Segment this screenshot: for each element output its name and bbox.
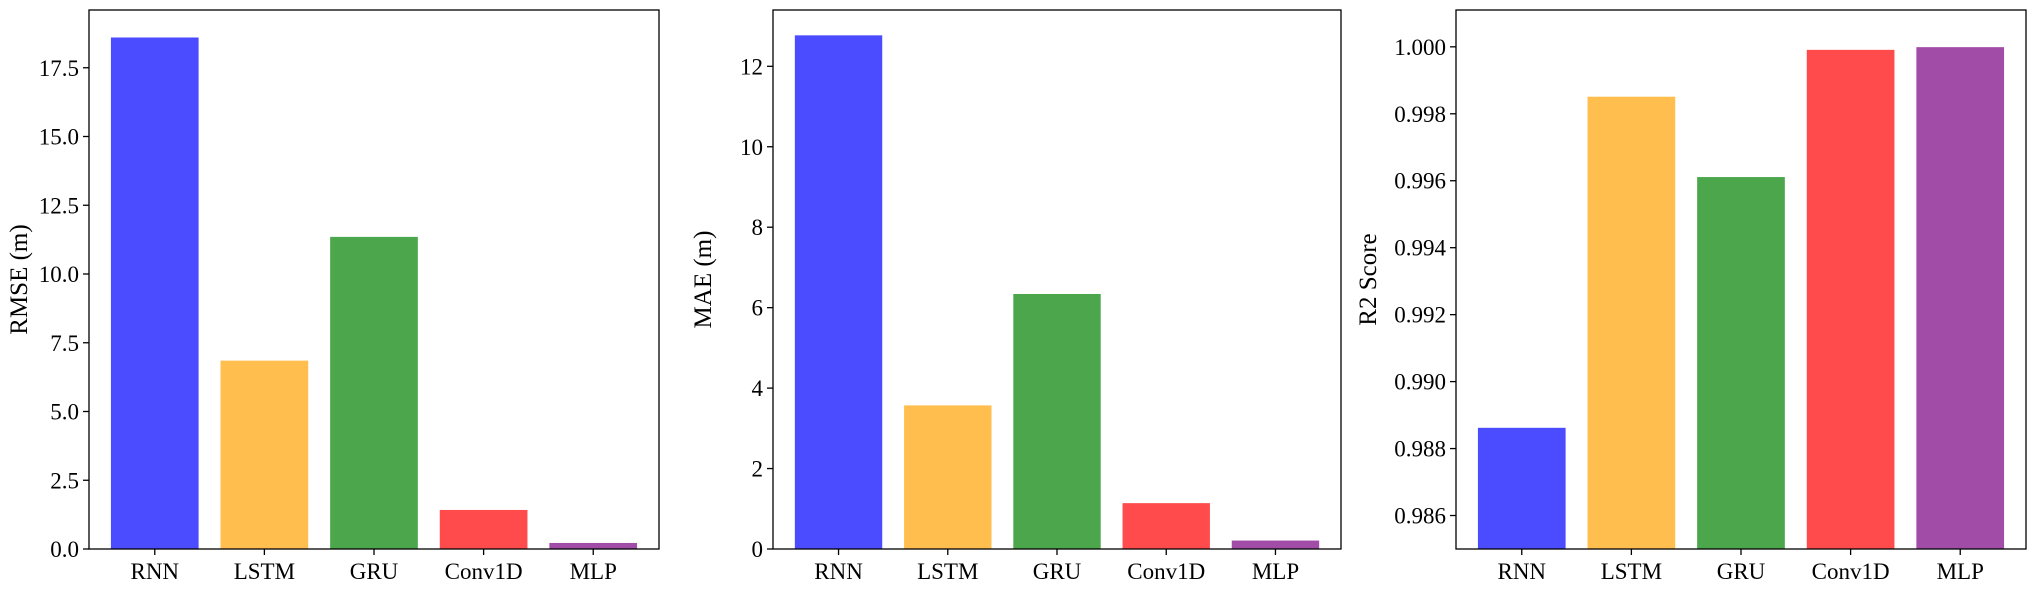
x-tick-label: Conv1D — [1127, 559, 1205, 584]
y-axis-label: RMSE (m) — [6, 224, 33, 334]
bar-lstm — [1587, 96, 1676, 550]
y-axis-label: R2 Score — [1355, 233, 1382, 325]
y-tick-label: 0.998 — [1394, 102, 1446, 127]
bar-conv1d — [439, 509, 528, 549]
chart-rmse: 0.0 2.5 5.0 7.5 10.0 12.5 15.0 17.5 RNN LSTM GRU Co… — [6, 9, 660, 584]
bar-mlp — [1916, 47, 2005, 549]
bar-mlp — [549, 542, 638, 549]
y-axis-label: MAE (m) — [690, 231, 717, 329]
x-tick-label: MLP — [1252, 559, 1299, 584]
bar-conv1d — [1122, 503, 1210, 549]
x-tick-label: Conv1D — [445, 559, 523, 584]
x-tick-label: RNN — [1497, 559, 1546, 584]
y-tick-label: 8 — [752, 215, 764, 240]
x-tick-label: LSTM — [917, 559, 978, 584]
x-tick-label: Conv1D — [1812, 559, 1890, 584]
y-tick-label: 0.996 — [1394, 169, 1446, 194]
bar-rnn — [794, 35, 883, 549]
chart-r2: 0.986 0.988 0.990 0.992 0.994 0.996 0.998 1.000… — [1355, 9, 2027, 584]
chart-mae: 0 2 4 6 8 10 12 RNN LSTM GRU Conv1D MLP MAE (m) — [690, 9, 1342, 584]
y-tick-label: 0.992 — [1394, 303, 1446, 328]
y-tick-label: 0.994 — [1394, 236, 1446, 261]
bar-mlp — [1231, 540, 1320, 549]
x-tick-label: MLP — [570, 559, 617, 584]
y-tick-label: 15.0 — [39, 125, 79, 150]
bar-lstm — [220, 360, 309, 550]
x-tick-label: LSTM — [234, 559, 295, 584]
y-tick-label: 10 — [740, 135, 763, 160]
bar-rnn — [110, 37, 199, 549]
bar-gru — [1013, 293, 1101, 549]
x-tick-label: MLP — [1937, 559, 1984, 584]
y-tick-label: 10.0 — [39, 262, 79, 287]
y-tick-label: 0 — [752, 537, 764, 562]
y-tick-label: 4 — [752, 376, 764, 401]
y-tick-label: 12 — [740, 54, 763, 79]
bar-rnn — [1477, 427, 1566, 549]
y-tick-label: 12.5 — [39, 193, 79, 218]
y-tick-label: 0.0 — [50, 537, 79, 562]
x-tick-label: RNN — [130, 559, 179, 584]
y-tick-label: 17.5 — [39, 56, 79, 81]
y-tick-label: 0.986 — [1394, 504, 1446, 529]
y-tick-label: 1.000 — [1394, 35, 1446, 60]
y-tick-label: 5.0 — [50, 400, 79, 425]
y-tick-label: 7.5 — [50, 331, 79, 356]
bar-gru — [330, 236, 418, 549]
bar-gru — [1697, 177, 1785, 549]
x-tick-label: GRU — [1717, 559, 1766, 584]
x-tick-label: RNN — [814, 559, 863, 584]
y-tick-label: 2.5 — [50, 468, 79, 493]
bar-conv1d — [1806, 49, 1895, 550]
bar-lstm — [904, 405, 992, 549]
y-tick-label: 0.988 — [1394, 437, 1446, 462]
y-tick-label: 2 — [752, 457, 764, 482]
x-tick-label: GRU — [350, 559, 399, 584]
y-tick-label: 6 — [752, 296, 764, 321]
x-tick-label: LSTM — [1601, 559, 1662, 584]
x-tick-label: GRU — [1033, 559, 1082, 584]
y-tick-label: 0.990 — [1394, 370, 1446, 395]
